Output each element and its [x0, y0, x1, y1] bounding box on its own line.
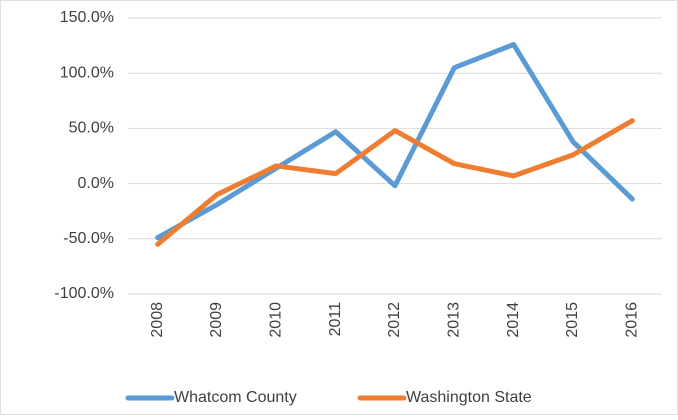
legend-label: Washington State — [406, 389, 532, 406]
x-tick-label: 2015 — [564, 302, 581, 338]
legend-label: Whatcom County — [174, 389, 297, 406]
y-tick-label: -50.0% — [63, 230, 114, 247]
x-tick-label: 2012 — [386, 302, 403, 338]
x-tick-label: 2013 — [446, 302, 463, 338]
series-line — [155, 41, 635, 241]
x-tick-label: 2016 — [624, 302, 641, 338]
x-tick-label: 2014 — [505, 302, 522, 338]
y-tick-label: 150.0% — [60, 9, 114, 26]
x-tick-label: 2011 — [327, 302, 344, 337]
y-tick-label: -100.0% — [54, 285, 114, 302]
x-tick-label: 2010 — [268, 302, 285, 338]
series-line — [155, 118, 635, 247]
x-tick-label: 2008 — [149, 302, 166, 338]
y-tick-label: 100.0% — [60, 64, 114, 81]
y-tick-label: 50.0% — [69, 120, 114, 137]
x-tick-label: 2009 — [208, 302, 225, 338]
y-tick-label: 0.0% — [78, 175, 114, 192]
